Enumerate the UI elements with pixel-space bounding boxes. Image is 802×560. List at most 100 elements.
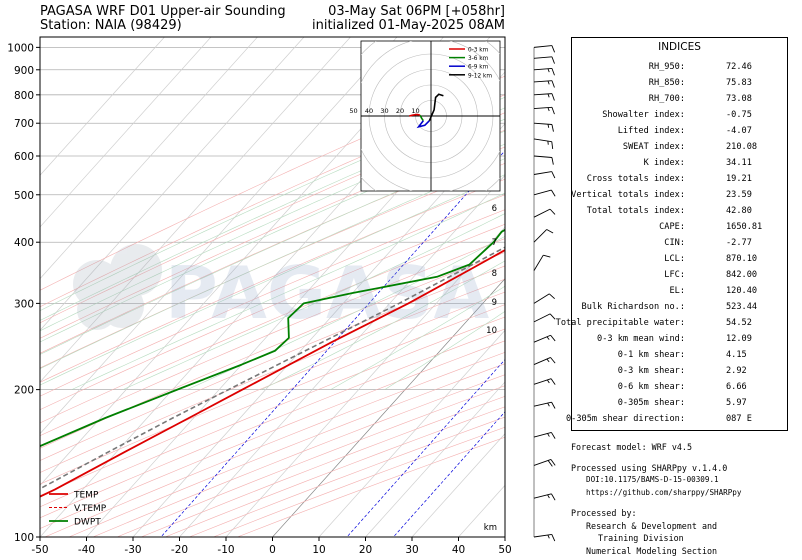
doi-text: DOI:10.1175/BAMS-D-15-00309.1 <box>586 475 719 484</box>
index-value: 5.97 <box>726 398 747 408</box>
dry-adiabat <box>40 209 505 411</box>
wind-barb <box>533 56 555 64</box>
index-value: 54.52 <box>726 318 752 328</box>
reference-line <box>346 358 505 537</box>
isotherm <box>365 381 505 537</box>
index-label: EL: <box>669 286 685 296</box>
barb-shaft <box>533 431 552 438</box>
barb-shaft <box>533 313 551 323</box>
isotherm <box>40 37 305 331</box>
wind-barb <box>533 313 556 323</box>
index-row: Cross totals index: 19.21 <box>572 174 789 190</box>
y-tick-label: 900 <box>14 65 34 77</box>
dry-adiabat <box>40 194 505 397</box>
barb-half-flag <box>547 107 550 112</box>
hodograph-trace <box>416 120 430 129</box>
dry-adiabat <box>40 178 505 383</box>
wind-barb <box>533 67 555 76</box>
index-row: Total precipitable water: 54.52 <box>556 318 789 334</box>
index-label: 0-3 km shear: <box>617 366 685 376</box>
index-value: 42.80 <box>726 206 752 216</box>
index-label: LCL: <box>664 254 685 264</box>
title-line-1: PAGASA WRF D01 Upper-air Sounding <box>40 4 286 19</box>
index-value: -0.75 <box>726 110 752 120</box>
index-row: K index: 34.11 <box>572 158 789 174</box>
index-row: CIN: -2.77 <box>572 238 789 254</box>
barb-shaft <box>533 357 551 365</box>
watermark-blob <box>73 260 121 308</box>
index-row: LCL: 870.10 <box>572 254 789 270</box>
chart-subtitle: 03-May Sat 06PM [+058hr] initialized 01-… <box>312 5 505 33</box>
index-label: SWEAT index: <box>622 142 685 152</box>
wind-barb <box>533 138 554 149</box>
index-label: Lifted index: <box>617 126 685 136</box>
y-tick-label: 200 <box>14 385 34 397</box>
barb-flag <box>551 124 554 132</box>
indices-header: INDICES <box>658 41 701 53</box>
wind-barb <box>533 534 556 542</box>
isotherm <box>40 37 398 435</box>
index-row: Showalter index: -0.75 <box>572 110 789 126</box>
moist-adiabat <box>40 107 505 321</box>
barb-flag <box>547 460 553 467</box>
barb-flag <box>551 80 555 88</box>
x-tick-label: 50 <box>498 544 511 556</box>
barb-half-flag <box>547 68 550 73</box>
dry-adiabat <box>40 265 505 461</box>
y-tick-label: 800 <box>14 90 34 102</box>
y-tick-label: 1000 <box>7 42 34 54</box>
barb-shaft <box>533 401 552 407</box>
y-tick-label: 100 <box>14 532 34 544</box>
index-row: SWEAT index: 210.08 <box>572 142 789 158</box>
wind-barb <box>533 229 554 243</box>
index-row: 0-3 km shear: 2.92 <box>572 366 789 382</box>
moist-adiabat <box>40 118 505 332</box>
x-tick-label: 10 <box>312 544 325 556</box>
index-row: RH_850: 75.83 <box>572 78 789 94</box>
hodograph-legend-label: 0-3 km <box>468 48 489 54</box>
wind-barb <box>533 45 556 53</box>
index-row: CAPE: 1650.81 <box>572 222 789 238</box>
index-label: Cross totals index: <box>586 174 685 184</box>
barb-flag <box>548 293 555 300</box>
x-tick-label: -20 <box>171 544 188 556</box>
barb-flag <box>551 141 554 149</box>
index-row: 0-6 km shear: 6.66 <box>572 382 789 398</box>
barb-shaft <box>533 171 552 175</box>
index-value: 210.08 <box>726 142 758 152</box>
barb-half-flag <box>547 124 550 128</box>
barb-shaft <box>533 534 552 538</box>
index-label: LFC: <box>664 270 685 280</box>
wind-barb <box>533 378 556 385</box>
wind-barb <box>533 459 556 467</box>
index-value: 1650.81 <box>726 222 763 232</box>
index-row: RH_950: 72.46 <box>572 62 789 78</box>
hodograph-ring-label: 20 <box>396 107 404 115</box>
hodograph-ring-label: 50 <box>349 107 357 115</box>
height-km-label: 8 <box>492 269 497 279</box>
wind-barb <box>533 171 556 179</box>
index-value: 523.44 <box>726 302 758 312</box>
barb-flag <box>551 493 556 501</box>
barb-flag <box>551 157 554 165</box>
index-value: -4.07 <box>726 126 752 136</box>
barb-flag <box>551 534 556 542</box>
legend-label: V.TEMP <box>74 504 107 514</box>
index-label: 0-3 km mean wind: <box>597 334 685 344</box>
barb-shaft <box>533 80 552 83</box>
index-label: CIN: <box>664 238 685 248</box>
x-tick-label: 40 <box>452 544 465 556</box>
barb-flag <box>551 432 556 439</box>
index-value: 34.11 <box>726 158 752 168</box>
barb-half-flag <box>546 336 550 340</box>
wind-barb <box>533 189 556 197</box>
index-row: 0-305m shear direction: 087 E <box>566 414 789 430</box>
org-line-3: Numerical Modeling Section <box>586 545 718 556</box>
index-row: Lifted index: -4.07 <box>572 126 789 142</box>
dry-adiabat <box>40 75 505 291</box>
index-label: RH_950: <box>648 62 685 72</box>
dry-adiabat <box>40 223 505 424</box>
barb-shaft <box>533 493 552 499</box>
index-value: 19.21 <box>726 174 752 184</box>
moist-adiabat <box>71 192 505 390</box>
